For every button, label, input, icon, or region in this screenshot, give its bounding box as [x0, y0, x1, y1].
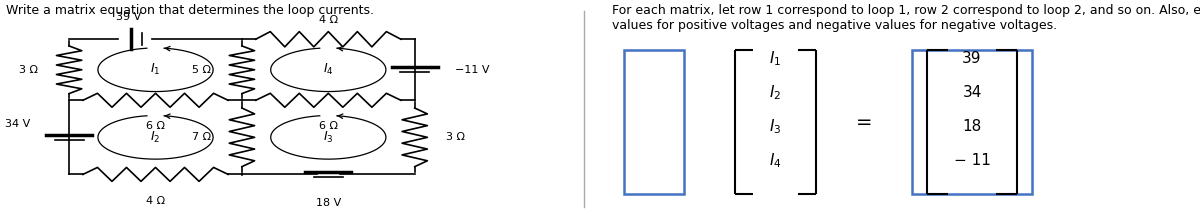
Text: 3 Ω: 3 Ω: [445, 132, 464, 142]
Text: 34 V: 34 V: [5, 119, 30, 129]
Text: 4 Ω: 4 Ω: [319, 15, 338, 25]
Text: For each matrix, let row 1 correspond to loop 1, row 2 correspond to loop 2, and: For each matrix, let row 1 correspond to…: [612, 4, 1200, 32]
Text: 34: 34: [962, 85, 982, 100]
Text: =: =: [856, 112, 872, 132]
Text: 6 Ω: 6 Ω: [146, 121, 166, 131]
Text: 18 V: 18 V: [316, 198, 341, 208]
Bar: [912, 50, 1032, 194]
Text: 6 Ω: 6 Ω: [319, 121, 338, 131]
Text: $I_4$: $I_4$: [769, 151, 782, 170]
Text: Write a matrix equation that determines the loop currents.: Write a matrix equation that determines …: [6, 4, 373, 17]
Text: $I_1$: $I_1$: [150, 62, 161, 77]
Text: 4 Ω: 4 Ω: [146, 196, 166, 206]
Text: 18: 18: [962, 119, 982, 134]
Text: $I_2$: $I_2$: [769, 83, 781, 102]
Text: $I_3$: $I_3$: [769, 117, 781, 136]
Text: $I_4$: $I_4$: [323, 62, 334, 77]
Text: 3 Ω: 3 Ω: [19, 65, 38, 75]
Bar: [624, 50, 684, 194]
Text: − 11: − 11: [954, 153, 990, 168]
Text: 7 Ω: 7 Ω: [192, 132, 211, 142]
Text: $I_3$: $I_3$: [323, 130, 334, 145]
Text: 39 V: 39 V: [116, 12, 142, 22]
Text: 39: 39: [962, 51, 982, 66]
Text: $I_2$: $I_2$: [150, 130, 161, 145]
Text: $I_1$: $I_1$: [769, 49, 781, 68]
Text: 5 Ω: 5 Ω: [192, 65, 211, 75]
Text: −11 V: −11 V: [455, 65, 490, 75]
